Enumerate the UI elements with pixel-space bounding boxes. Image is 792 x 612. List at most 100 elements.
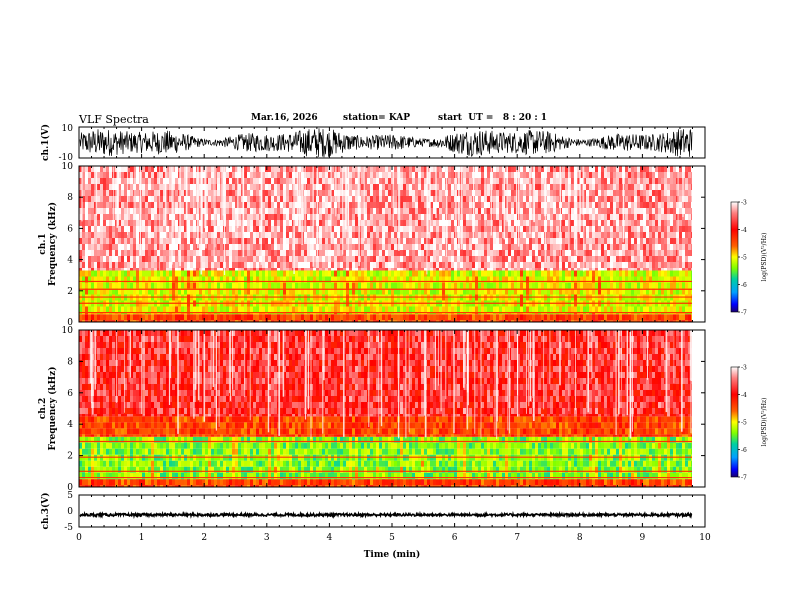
spec1-cell	[262, 314, 265, 321]
spec1-cell	[346, 262, 349, 268]
spec1-cell	[463, 314, 466, 321]
spec1-cell	[343, 244, 346, 250]
spec1-cell	[316, 312, 319, 315]
spec1-cell	[367, 288, 370, 295]
spec1-cell	[541, 276, 544, 283]
spec1-cell	[388, 226, 391, 232]
spec1-cell	[211, 306, 214, 313]
spec1-cell	[313, 256, 316, 262]
spec1-cell	[184, 214, 187, 220]
spec1-cell	[481, 190, 484, 196]
spec1-cell	[373, 220, 376, 226]
spec1-cell	[478, 282, 481, 289]
spec1-cell	[265, 262, 268, 268]
spec1-cell	[427, 320, 430, 322]
spec1-cell	[538, 226, 541, 232]
spec1-cell	[532, 256, 535, 262]
spec1-cell	[448, 256, 451, 262]
spec1-cell	[151, 172, 154, 178]
spec1-cell	[535, 320, 538, 322]
spec1-cell	[511, 184, 514, 190]
spec1-cell	[331, 184, 334, 190]
spec1-cell	[571, 256, 574, 262]
spec1-cell	[79, 172, 82, 178]
spec1-cell	[592, 208, 595, 214]
spec1-cell	[427, 250, 430, 256]
spec1-cell	[355, 320, 358, 322]
spec1-cell	[148, 184, 151, 190]
spec1-cell	[490, 270, 493, 277]
spec1-cell	[502, 320, 505, 322]
spec1-cell	[259, 202, 262, 208]
spec1-cell	[523, 226, 526, 232]
spec1-cell	[511, 262, 514, 268]
spec1-cell	[118, 214, 121, 220]
spec1-cell	[289, 178, 292, 184]
spec1-cell	[175, 190, 178, 196]
spec1-cell	[307, 270, 310, 277]
spec1-cell	[439, 244, 442, 250]
spec1-cell	[283, 250, 286, 256]
spec1-cell	[454, 306, 457, 313]
spec1-cell	[352, 314, 355, 321]
spec1-cell	[235, 288, 238, 295]
spec1-cell	[328, 288, 331, 295]
spec1-cell	[589, 250, 592, 256]
spec1-cell	[367, 202, 370, 208]
spec1-cell	[562, 208, 565, 214]
spec1-cell	[127, 244, 130, 250]
spec1-cell	[370, 232, 373, 238]
spec1-cell	[553, 196, 556, 202]
spec1-cell	[112, 270, 115, 277]
spec1-cell	[484, 184, 487, 190]
spec1-cell	[403, 314, 406, 321]
spec1-cell	[268, 208, 271, 214]
spec1-cell	[184, 202, 187, 208]
spec1-cell	[307, 232, 310, 238]
spec1-cell	[475, 256, 478, 262]
spec1-cell	[181, 270, 184, 277]
spec1-cell	[268, 276, 271, 283]
spec1-cell	[442, 306, 445, 313]
spec1-cell	[511, 172, 514, 178]
spec1-cell	[166, 232, 169, 238]
spec1-cell	[493, 312, 496, 315]
spec1-cell	[418, 178, 421, 184]
spec1-cell	[190, 312, 193, 315]
spec1-cell	[256, 208, 259, 214]
spec1-cell	[355, 314, 358, 321]
spec1-cell	[556, 282, 559, 289]
spec1-cell	[592, 226, 595, 232]
spec1-cell	[184, 226, 187, 232]
spec1-cell	[358, 306, 361, 313]
spec1-cell	[211, 256, 214, 262]
spec1-cell	[100, 270, 103, 277]
spec1-cell	[154, 202, 157, 208]
spec1-cell	[424, 238, 427, 244]
spec1-cell	[271, 166, 274, 172]
spec1-cell	[577, 232, 580, 238]
spec1-cell	[421, 276, 424, 283]
spec1-cell	[571, 178, 574, 184]
spec1-cell	[601, 312, 604, 315]
spec1-cell	[238, 208, 241, 214]
spec1-cell	[322, 268, 325, 271]
spec1-cell	[337, 244, 340, 250]
spec1-cell	[535, 184, 538, 190]
spec1-cell	[532, 250, 535, 256]
spec1-cell	[577, 312, 580, 315]
spec1-cell	[280, 250, 283, 256]
spec1-cell	[310, 276, 313, 283]
spec1-cell	[580, 184, 583, 190]
spec1-cell	[100, 262, 103, 268]
spec1-cell	[598, 184, 601, 190]
spec1-cell	[415, 256, 418, 262]
spec1-cell	[478, 214, 481, 220]
spec1-cell	[238, 244, 241, 250]
spec1-cell	[415, 238, 418, 244]
spec1-cell	[595, 320, 598, 322]
spec1-cell	[517, 312, 520, 315]
spec1-cell	[142, 314, 145, 321]
spec1-cell	[94, 226, 97, 232]
spec1-cell	[88, 320, 91, 322]
